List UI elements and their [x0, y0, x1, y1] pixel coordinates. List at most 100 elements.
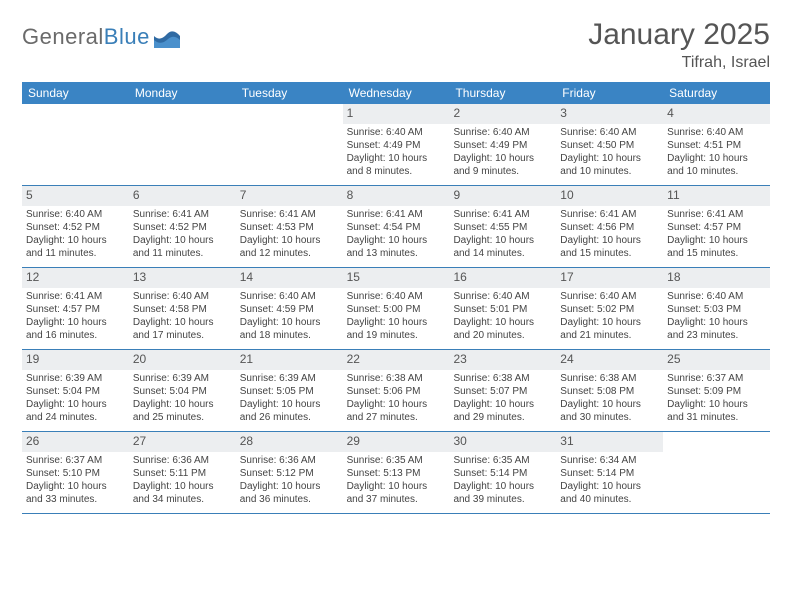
day-dl: Daylight: 10 hours and 25 minutes. [133, 398, 232, 424]
day-number: 6 [129, 186, 236, 206]
day-cell [663, 432, 770, 513]
day-ss: Sunset: 4:54 PM [347, 221, 446, 234]
day-ss: Sunset: 5:09 PM [667, 385, 766, 398]
day-sr: Sunrise: 6:41 AM [560, 208, 659, 221]
day-dl: Daylight: 10 hours and 11 minutes. [133, 234, 232, 260]
day-number: 3 [556, 104, 663, 124]
day-sr: Sunrise: 6:40 AM [133, 290, 232, 303]
day-dl: Daylight: 10 hours and 14 minutes. [453, 234, 552, 260]
day-cell: 28Sunrise: 6:36 AMSunset: 5:12 PMDayligh… [236, 432, 343, 513]
day-number: 24 [556, 350, 663, 370]
day-ss: Sunset: 4:50 PM [560, 139, 659, 152]
day-sr: Sunrise: 6:41 AM [667, 208, 766, 221]
brand-part1: General [22, 24, 104, 49]
day-cell: 1Sunrise: 6:40 AMSunset: 4:49 PMDaylight… [343, 104, 450, 185]
day-cell: 24Sunrise: 6:38 AMSunset: 5:08 PMDayligh… [556, 350, 663, 431]
day-cell: 29Sunrise: 6:35 AMSunset: 5:13 PMDayligh… [343, 432, 450, 513]
day-number: 30 [449, 432, 556, 452]
day-info: Sunrise: 6:36 AMSunset: 5:12 PMDaylight:… [236, 454, 343, 509]
day-dl: Daylight: 10 hours and 36 minutes. [240, 480, 339, 506]
day-sr: Sunrise: 6:38 AM [453, 372, 552, 385]
weeks-container: 1Sunrise: 6:40 AMSunset: 4:49 PMDaylight… [22, 104, 770, 514]
day-dl: Daylight: 10 hours and 10 minutes. [667, 152, 766, 178]
day-info: Sunrise: 6:40 AMSunset: 5:01 PMDaylight:… [449, 290, 556, 345]
day-cell: 7Sunrise: 6:41 AMSunset: 4:53 PMDaylight… [236, 186, 343, 267]
day-number: 16 [449, 268, 556, 288]
day-number: 26 [22, 432, 129, 452]
day-sr: Sunrise: 6:38 AM [347, 372, 446, 385]
week-row: 1Sunrise: 6:40 AMSunset: 4:49 PMDaylight… [22, 104, 770, 186]
day-number: 29 [343, 432, 450, 452]
week-row: 26Sunrise: 6:37 AMSunset: 5:10 PMDayligh… [22, 432, 770, 514]
day-sr: Sunrise: 6:38 AM [560, 372, 659, 385]
day-info: Sunrise: 6:39 AMSunset: 5:05 PMDaylight:… [236, 372, 343, 427]
dow-header: Thursday [449, 82, 556, 104]
day-info: Sunrise: 6:40 AMSunset: 5:00 PMDaylight:… [343, 290, 450, 345]
day-dl: Daylight: 10 hours and 18 minutes. [240, 316, 339, 342]
location-label: Tifrah, Israel [588, 54, 770, 72]
day-dl: Daylight: 10 hours and 40 minutes. [560, 480, 659, 506]
day-ss: Sunset: 4:57 PM [667, 221, 766, 234]
day-dl: Daylight: 10 hours and 15 minutes. [667, 234, 766, 260]
day-ss: Sunset: 5:01 PM [453, 303, 552, 316]
brand-logo: GeneralBlue [22, 24, 180, 50]
day-info: Sunrise: 6:41 AMSunset: 4:57 PMDaylight:… [22, 290, 129, 345]
day-cell: 16Sunrise: 6:40 AMSunset: 5:01 PMDayligh… [449, 268, 556, 349]
day-ss: Sunset: 5:02 PM [560, 303, 659, 316]
day-dl: Daylight: 10 hours and 15 minutes. [560, 234, 659, 260]
day-info: Sunrise: 6:41 AMSunset: 4:53 PMDaylight:… [236, 208, 343, 263]
day-info: Sunrise: 6:36 AMSunset: 5:11 PMDaylight:… [129, 454, 236, 509]
day-ss: Sunset: 4:53 PM [240, 221, 339, 234]
day-number: 2 [449, 104, 556, 124]
day-cell: 19Sunrise: 6:39 AMSunset: 5:04 PMDayligh… [22, 350, 129, 431]
day-info: Sunrise: 6:37 AMSunset: 5:09 PMDaylight:… [663, 372, 770, 427]
day-cell: 26Sunrise: 6:37 AMSunset: 5:10 PMDayligh… [22, 432, 129, 513]
day-cell: 10Sunrise: 6:41 AMSunset: 4:56 PMDayligh… [556, 186, 663, 267]
day-sr: Sunrise: 6:35 AM [347, 454, 446, 467]
week-row: 12Sunrise: 6:41 AMSunset: 4:57 PMDayligh… [22, 268, 770, 350]
day-cell: 2Sunrise: 6:40 AMSunset: 4:49 PMDaylight… [449, 104, 556, 185]
day-cell: 11Sunrise: 6:41 AMSunset: 4:57 PMDayligh… [663, 186, 770, 267]
day-cell: 17Sunrise: 6:40 AMSunset: 5:02 PMDayligh… [556, 268, 663, 349]
day-cell: 20Sunrise: 6:39 AMSunset: 5:04 PMDayligh… [129, 350, 236, 431]
day-sr: Sunrise: 6:41 AM [26, 290, 125, 303]
day-cell: 31Sunrise: 6:34 AMSunset: 5:14 PMDayligh… [556, 432, 663, 513]
day-ss: Sunset: 5:04 PM [133, 385, 232, 398]
day-number: 17 [556, 268, 663, 288]
day-sr: Sunrise: 6:34 AM [560, 454, 659, 467]
day-dl: Daylight: 10 hours and 31 minutes. [667, 398, 766, 424]
brand-part2: Blue [104, 24, 150, 49]
day-cell: 22Sunrise: 6:38 AMSunset: 5:06 PMDayligh… [343, 350, 450, 431]
day-dl: Daylight: 10 hours and 24 minutes. [26, 398, 125, 424]
day-number: 4 [663, 104, 770, 124]
day-ss: Sunset: 4:56 PM [560, 221, 659, 234]
day-number: 19 [22, 350, 129, 370]
day-ss: Sunset: 5:10 PM [26, 467, 125, 480]
day-info: Sunrise: 6:40 AMSunset: 4:52 PMDaylight:… [22, 208, 129, 263]
day-ss: Sunset: 4:51 PM [667, 139, 766, 152]
day-number: 5 [22, 186, 129, 206]
week-row: 5Sunrise: 6:40 AMSunset: 4:52 PMDaylight… [22, 186, 770, 268]
day-dl: Daylight: 10 hours and 33 minutes. [26, 480, 125, 506]
day-dl: Daylight: 10 hours and 11 minutes. [26, 234, 125, 260]
dow-header: Friday [556, 82, 663, 104]
day-number: 23 [449, 350, 556, 370]
day-ss: Sunset: 5:05 PM [240, 385, 339, 398]
day-dl: Daylight: 10 hours and 20 minutes. [453, 316, 552, 342]
day-dl: Daylight: 10 hours and 8 minutes. [347, 152, 446, 178]
day-number: 9 [449, 186, 556, 206]
day-sr: Sunrise: 6:40 AM [240, 290, 339, 303]
page-header: GeneralBlue January 2025 Tifrah, Israel [22, 18, 770, 72]
day-info: Sunrise: 6:40 AMSunset: 4:59 PMDaylight:… [236, 290, 343, 345]
day-dl: Daylight: 10 hours and 26 minutes. [240, 398, 339, 424]
day-sr: Sunrise: 6:40 AM [453, 126, 552, 139]
day-cell: 18Sunrise: 6:40 AMSunset: 5:03 PMDayligh… [663, 268, 770, 349]
day-dl: Daylight: 10 hours and 17 minutes. [133, 316, 232, 342]
day-ss: Sunset: 4:49 PM [347, 139, 446, 152]
day-cell [236, 104, 343, 185]
day-sr: Sunrise: 6:36 AM [240, 454, 339, 467]
day-number: 20 [129, 350, 236, 370]
day-info: Sunrise: 6:40 AMSunset: 4:50 PMDaylight:… [556, 126, 663, 181]
day-info: Sunrise: 6:38 AMSunset: 5:08 PMDaylight:… [556, 372, 663, 427]
month-title: January 2025 [588, 18, 770, 52]
